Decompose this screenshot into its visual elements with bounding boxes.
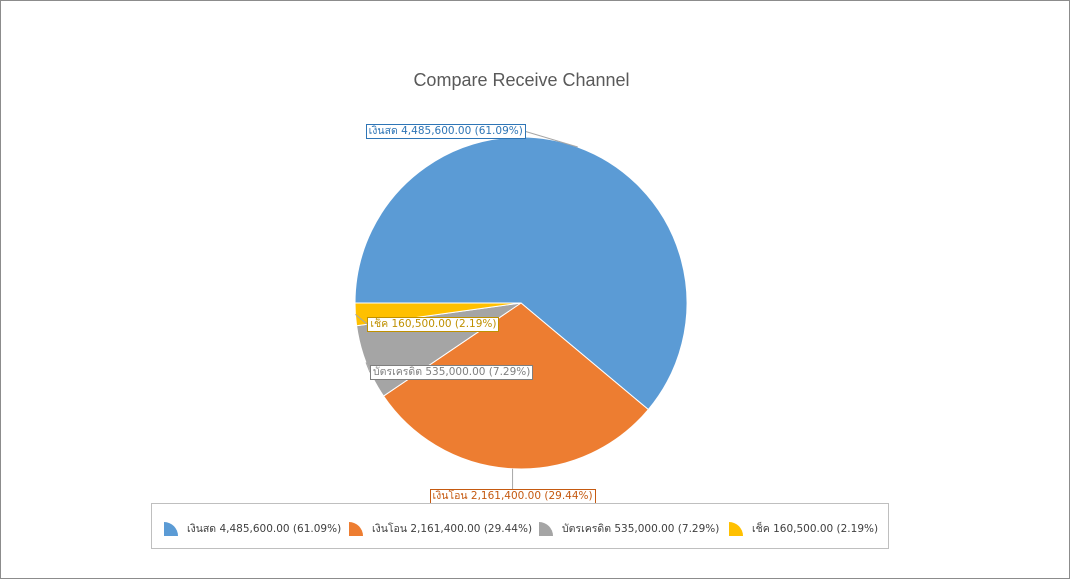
legend: เงินสด 4,485,600.00 (61.09%) เงินโอน 2,1… [151, 503, 889, 549]
legend-item-cash[interactable]: เงินสด 4,485,600.00 (61.09%) [164, 520, 341, 536]
leader-line-cheque [355, 314, 368, 325]
legend-item-cheque[interactable]: เช็ค 160,500.00 (2.19%) [729, 520, 878, 536]
legend-swatch-cash-icon [164, 521, 178, 536]
legend-swatch-transfer-icon [349, 521, 363, 536]
leader-line-cash [525, 130, 578, 148]
legend-swatch-credit-card-icon [539, 521, 553, 536]
data-label-credit-card: บัตรเครดิต 535,000.00 (7.29%) [370, 364, 534, 380]
legend-item-credit-card[interactable]: บัตรเครดิต 535,000.00 (7.29%) [539, 520, 719, 536]
legend-label-credit-card: บัตรเครดิต 535,000.00 (7.29%) [562, 522, 720, 535]
pie-slice-transfer[interactable] [382, 302, 650, 470]
legend-label-transfer: เงินโอน 2,161,400.00 (29.44%) [372, 522, 533, 535]
chart-title: Compare Receive Channel [413, 70, 630, 90]
legend-swatch-cheque-icon [729, 521, 743, 536]
data-label-cheque: เช็ค 160,500.00 (2.19%) [367, 316, 500, 332]
leader-line-credit-card [365, 362, 371, 373]
data-label-cash: เงินสด 4,485,600.00 (61.09%) [365, 123, 526, 139]
legend-label-cash: เงินสด 4,485,600.00 (61.09%) [187, 522, 342, 535]
legend-label-cheque: เช็ค 160,500.00 (2.19%) [752, 522, 879, 535]
legend-item-transfer[interactable]: เงินโอน 2,161,400.00 (29.44%) [349, 520, 532, 536]
